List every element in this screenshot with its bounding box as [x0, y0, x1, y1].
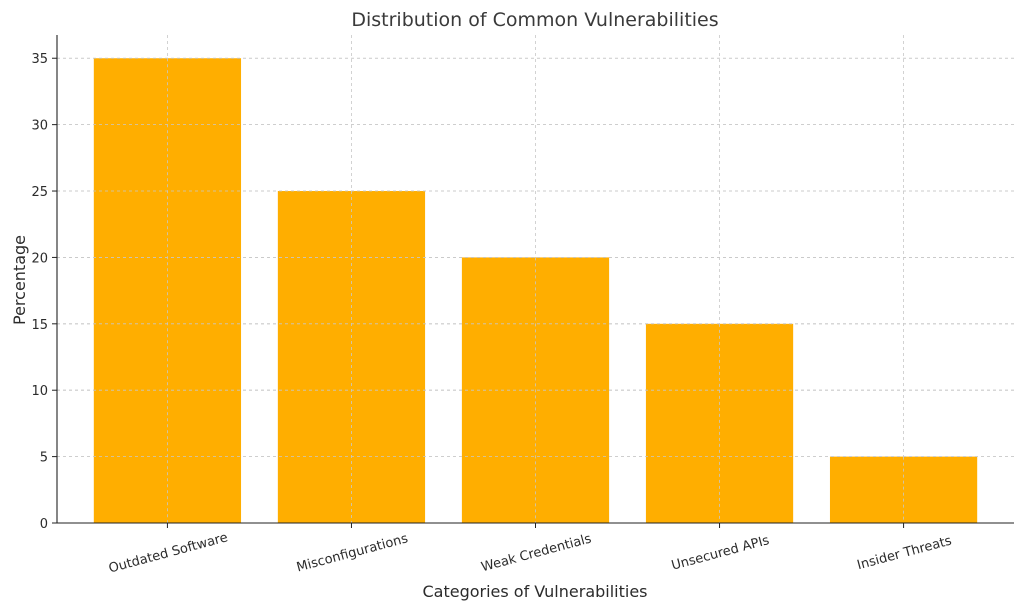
y-tick-label-0: 0	[40, 517, 48, 532]
bar-3	[645, 323, 794, 523]
x-tick-label-4: Insider Threats	[856, 533, 954, 573]
y-tick-label-5: 25	[31, 185, 48, 200]
chart-title: Distribution of Common Vulnerabilities	[351, 9, 718, 31]
y-tick-label-7: 35	[31, 52, 48, 67]
y-tick-label-1: 5	[40, 451, 48, 466]
x-axis-label: Categories of Vulnerabilities	[422, 582, 647, 601]
y-tick-label-4: 20	[31, 251, 48, 266]
x-tick-label-1: Misconfigurations	[295, 531, 410, 575]
y-axis-ticks: 0 5 10 15 20 25 30 35	[31, 52, 57, 532]
y-axis-label: Percentage	[10, 235, 29, 325]
bars	[57, 57, 1014, 524]
grid-overlay	[57, 57, 1014, 524]
y-tick-label-3: 15	[31, 318, 48, 333]
x-axis-ticks: Outdated Software Misconfigurations Weak C…	[107, 523, 954, 576]
y-tick-label-6: 30	[31, 119, 48, 134]
y-tick-label-2: 10	[31, 384, 48, 399]
x-tick-label-3: Unsecured APIs	[670, 533, 771, 574]
bar-0	[93, 58, 242, 523]
x-tick-label-0: Outdated Software	[107, 530, 229, 576]
x-tick-label-2: Weak Credentials	[480, 531, 594, 575]
